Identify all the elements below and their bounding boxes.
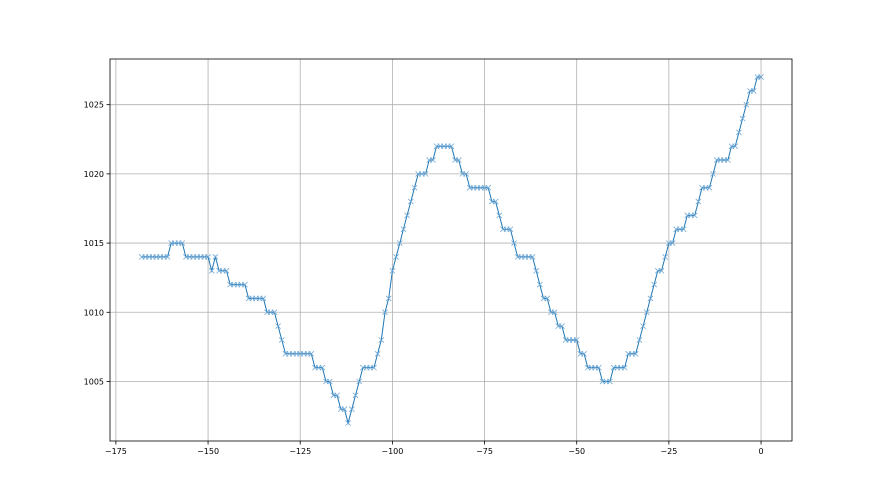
- data-point-marker: [271, 309, 278, 316]
- data-point-marker: [396, 240, 403, 246]
- data-point-marker: [393, 254, 399, 260]
- data-point-marker: [529, 254, 536, 260]
- data-point-marker: [411, 184, 418, 191]
- data-point-marker: [352, 392, 359, 399]
- data-point-marker: [724, 157, 731, 163]
- data-point-marker: [223, 267, 230, 274]
- x-tick-label: 0: [758, 447, 763, 456]
- x-tick-label: −125: [289, 447, 311, 456]
- data-point-marker: [334, 392, 340, 399]
- data-point-marker: [492, 198, 499, 205]
- data-point-marker: [706, 184, 713, 191]
- data-point-marker: [378, 337, 385, 343]
- x-tick-label: −50: [568, 447, 585, 456]
- data-point-marker: [691, 212, 698, 219]
- data-point-marker: [485, 184, 492, 191]
- data-point-marker: [732, 143, 739, 150]
- data-point-marker: [559, 323, 565, 330]
- x-tick-label: −150: [197, 447, 219, 456]
- x-tick-label: −100: [381, 447, 403, 456]
- data-point-marker: [164, 254, 171, 260]
- data-point-marker: [371, 364, 377, 371]
- data-point-marker: [348, 406, 355, 413]
- y-tick-label: 1025: [84, 101, 104, 110]
- plot-background: [110, 59, 792, 441]
- data-point-marker: [632, 350, 639, 357]
- data-point-marker: [208, 267, 215, 274]
- data-point-marker: [536, 281, 543, 288]
- data-point-marker: [636, 337, 643, 343]
- data-point-marker: [621, 364, 628, 371]
- data-point-marker: [205, 254, 211, 260]
- data-point-marker: [356, 378, 363, 385]
- data-point-marker: [385, 295, 392, 302]
- data-point-marker: [544, 295, 551, 302]
- data-point-marker: [496, 212, 503, 219]
- grid: [110, 59, 792, 441]
- data-point-marker: [643, 309, 650, 316]
- data-point-marker: [319, 364, 326, 371]
- data-point-marker: [669, 240, 676, 246]
- x-axis: −175 −150 −125 −100 −75 −50 −25 0: [105, 441, 764, 456]
- x-tick-label: −175: [105, 447, 127, 456]
- data-point-marker: [507, 226, 514, 233]
- data-point-marker: [400, 226, 407, 233]
- x-tick-label: −25: [660, 447, 677, 456]
- data-point-marker: [389, 267, 396, 274]
- data-point-marker: [463, 170, 469, 177]
- data-point-marker: [345, 420, 352, 426]
- data-point-marker: [212, 254, 219, 260]
- data-point-marker: [607, 378, 613, 385]
- data-point-marker: [448, 143, 455, 150]
- data-point-marker: [647, 295, 654, 302]
- data-point-marker: [758, 74, 764, 80]
- axes-frame: [109, 58, 793, 442]
- data-point-marker: [743, 101, 750, 108]
- data-point-marker: [710, 170, 716, 177]
- data-point-marker: [595, 364, 602, 371]
- data-point-marker: [736, 129, 742, 136]
- data-point-marker: [658, 267, 665, 274]
- y-tick-label: 1005: [84, 377, 104, 386]
- data-point-marker: [581, 350, 587, 357]
- data-point-marker: [750, 87, 757, 94]
- y-tick-label: 1010: [84, 308, 104, 317]
- series: [138, 74, 764, 426]
- data-point-marker: [573, 337, 580, 343]
- data-point-marker: [680, 226, 687, 233]
- data-point-marker: [455, 157, 462, 163]
- data-point-marker: [551, 309, 558, 316]
- data-point-marker: [341, 406, 348, 413]
- data-point-marker: [404, 212, 411, 219]
- data-point-marker: [695, 198, 702, 205]
- data-point-marker: [374, 350, 381, 357]
- x-tick-label: −75: [476, 447, 493, 456]
- data-point-marker: [511, 240, 517, 246]
- data-point-marker: [407, 198, 414, 205]
- y-tick-label: 1015: [84, 239, 104, 248]
- data-point-marker: [278, 337, 285, 343]
- data-point-marker: [242, 281, 248, 288]
- data-point-marker: [382, 309, 388, 316]
- data-point-marker: [260, 295, 267, 302]
- data-point-marker: [326, 378, 333, 385]
- data-point-marker: [422, 170, 429, 177]
- y-tick-label: 1020: [84, 170, 104, 179]
- data-point-marker: [179, 240, 186, 246]
- data-point-marker: [533, 267, 540, 274]
- data-point-marker: [430, 157, 436, 163]
- data-point-marker: [739, 115, 746, 122]
- data-point-marker: [308, 350, 315, 357]
- y-axis: 1005 1010 1015 1020 1025: [84, 101, 110, 386]
- data-point-marker: [651, 281, 658, 288]
- data-point-marker: [640, 323, 646, 330]
- data-point-marker: [662, 254, 669, 260]
- data-point-marker: [275, 323, 281, 330]
